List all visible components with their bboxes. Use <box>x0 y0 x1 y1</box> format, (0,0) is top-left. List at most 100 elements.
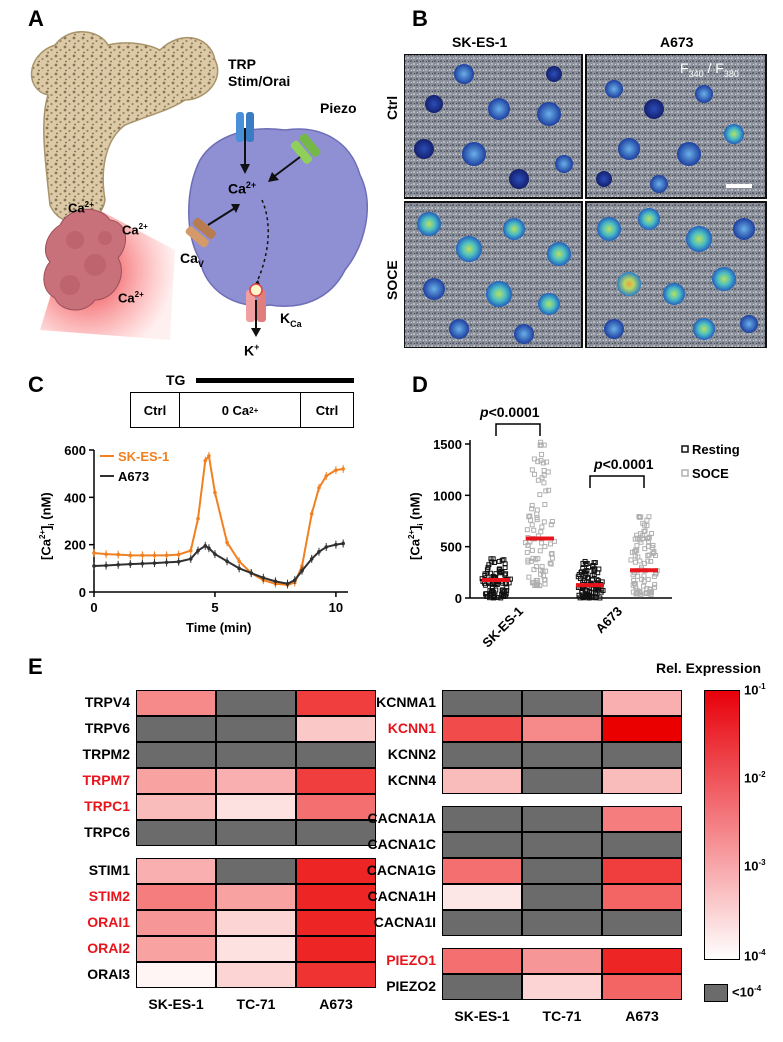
legend-soce: SOCE <box>692 466 729 481</box>
chart-d-ylabel: [Ca2+]i (nM) <box>407 492 425 560</box>
significance-bracket <box>495 423 541 436</box>
gene-label: TRPV4 <box>84 694 130 710</box>
cav-channel-icon <box>185 217 216 248</box>
heatmap-cell <box>216 716 296 742</box>
scatter-point <box>592 560 598 566</box>
gene-label: CACNA1I <box>373 914 436 930</box>
heatmap-cell <box>522 768 602 794</box>
scatter-point <box>579 589 585 595</box>
data-point <box>164 553 169 558</box>
micrograph-a673-ctrl <box>585 54 767 199</box>
scatter-point <box>483 582 489 588</box>
heatmap-group <box>136 690 376 846</box>
scatter-point <box>588 595 594 601</box>
scatter-point <box>524 527 530 533</box>
scatter-point <box>652 582 658 588</box>
scatter-point <box>539 475 545 481</box>
heatmap-cell <box>216 884 296 910</box>
colorbar-tick-3: 10-3 <box>744 858 766 874</box>
y-tick-label: 0 <box>455 591 462 606</box>
legend-marker-soce <box>681 469 689 477</box>
scatter-point <box>635 573 641 579</box>
data-point <box>176 552 181 557</box>
scatter-point <box>538 439 544 445</box>
data-point <box>237 566 241 571</box>
heatmap-cell <box>522 742 602 768</box>
legend-label: A673 <box>118 469 149 484</box>
p-value-a673: p<0.0001 <box>594 456 654 472</box>
heatmap-cell <box>136 962 216 988</box>
gene-label: PIEZO1 <box>386 952 436 968</box>
heatmap-cell <box>216 794 296 820</box>
scatter-point <box>490 587 496 593</box>
heatmap-cell <box>136 858 216 884</box>
scatter-point <box>531 527 537 533</box>
heatmap-cell <box>602 858 682 884</box>
scatter-point <box>648 592 654 598</box>
y-tick-label: 500 <box>440 540 462 555</box>
scatter-point <box>529 467 535 473</box>
scatter-point <box>646 535 652 541</box>
scatter-point <box>539 540 545 546</box>
scatter-point <box>591 566 597 572</box>
column-label: TC-71 <box>236 996 276 1012</box>
data-point <box>207 454 211 458</box>
y-tick-label: 600 <box>64 443 86 458</box>
scatter-point <box>524 549 530 555</box>
scatter-point <box>593 594 599 600</box>
scatter-point <box>638 514 644 520</box>
panel-letter-b: B <box>412 6 428 31</box>
gene-label: TRPM2 <box>82 746 130 762</box>
scatter-point <box>640 520 646 526</box>
scatter-point <box>496 568 502 574</box>
data-point <box>92 564 96 568</box>
heatmap-group <box>442 948 682 1000</box>
scatter-point <box>652 584 658 590</box>
panel-letter-a: A <box>28 6 44 31</box>
data-point <box>196 548 200 553</box>
heatmap-cell <box>602 884 682 910</box>
data-point <box>128 562 133 566</box>
tg-label: TG <box>166 372 186 388</box>
heatmap-cell <box>522 832 602 858</box>
data-point <box>128 553 133 558</box>
heatmap-cell <box>602 806 682 832</box>
gene-label: CACNA1G <box>366 862 436 878</box>
bone-calcium-label-2: Ca2+ <box>122 222 148 238</box>
column-label: SK-ES-1 <box>454 1008 510 1024</box>
scatter-point <box>648 558 654 564</box>
scatter-point <box>628 557 634 563</box>
data-point <box>341 541 345 546</box>
scatter-point <box>641 573 647 579</box>
data-point <box>116 562 120 567</box>
gene-label: CACNA1H <box>367 888 436 904</box>
column-label: TC-71 <box>542 1008 582 1024</box>
scatter-point <box>486 562 492 568</box>
heatmap-cell <box>602 716 682 742</box>
col-label-a673: A673 <box>660 34 694 50</box>
scatter-point <box>502 565 508 571</box>
piezo-channel-icon <box>290 133 321 164</box>
scatter-point <box>538 529 544 535</box>
heatmap-cell <box>602 742 682 768</box>
scatter-point <box>482 572 488 578</box>
scatter-point <box>503 571 509 577</box>
data-point <box>140 553 145 558</box>
gene-label: TRPV6 <box>84 720 130 736</box>
scatter-point <box>587 588 593 594</box>
scatter-point <box>646 552 652 558</box>
scatter-point <box>547 560 553 566</box>
heatmap-cell <box>442 884 522 910</box>
data-point <box>140 561 145 566</box>
data-point <box>196 516 200 521</box>
scatter-point <box>549 550 555 556</box>
heatmap-cell <box>522 974 602 1000</box>
data-point <box>213 490 217 495</box>
data-point <box>104 552 108 556</box>
scatter-point <box>548 561 554 567</box>
heatmap-cell <box>296 794 376 820</box>
scatter-point <box>632 559 638 565</box>
scatter-point <box>533 564 539 570</box>
scatter-point <box>534 511 540 517</box>
scatter-point <box>582 558 588 564</box>
